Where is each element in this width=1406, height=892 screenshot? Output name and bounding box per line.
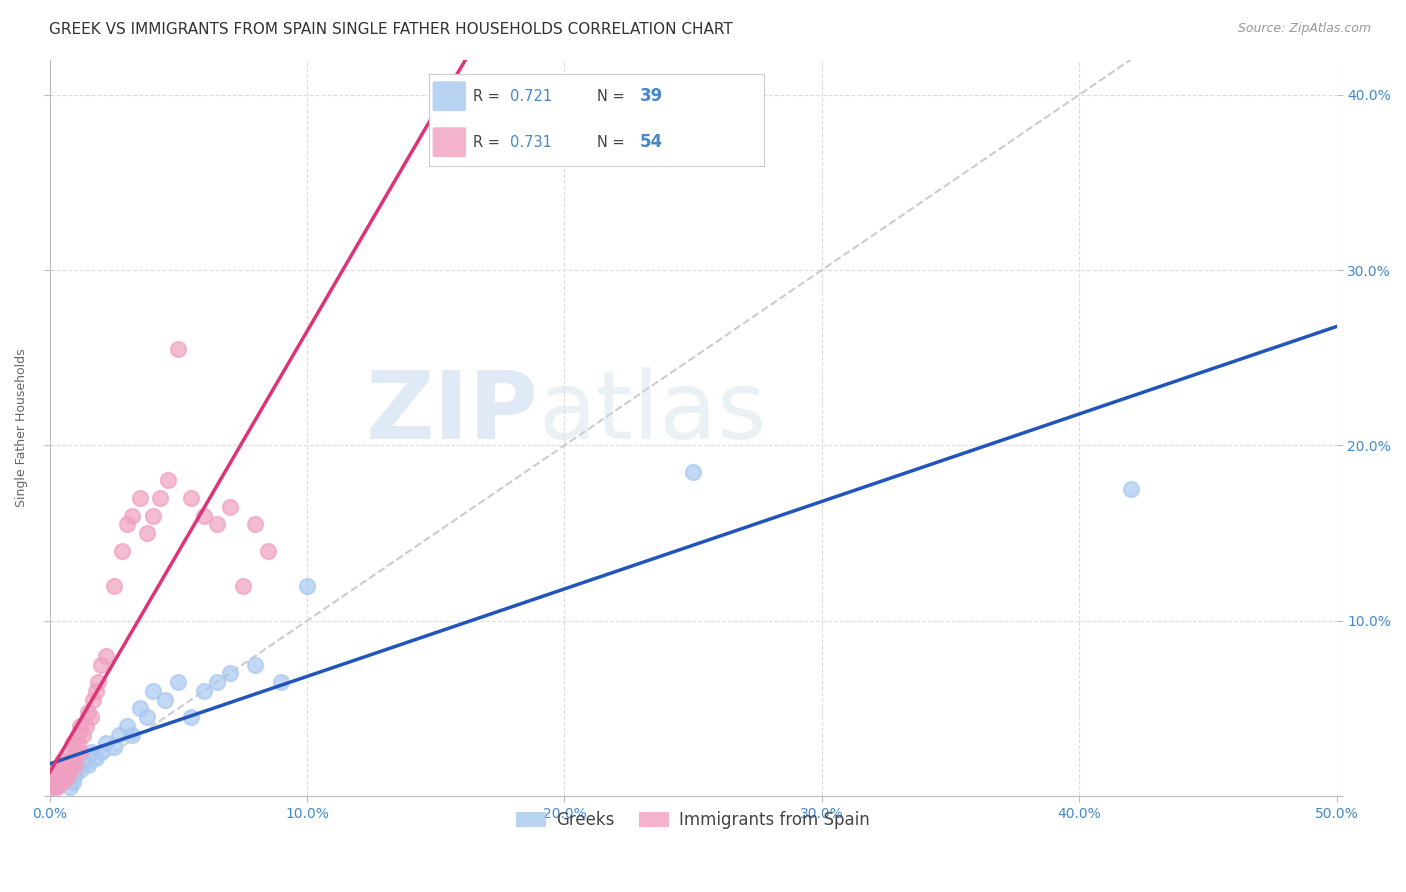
Point	[66, 737, 89, 751]
Y-axis label: Single Father Households: Single Father Households	[15, 349, 28, 508]
Point	[49, 757, 72, 772]
Point	[103, 739, 125, 754]
Point	[44, 768, 66, 782]
Point	[41, 780, 63, 795]
Point	[44, 779, 66, 793]
Point	[65, 757, 87, 772]
Point	[49, 768, 72, 782]
Point	[77, 705, 100, 719]
Point	[46, 779, 69, 793]
Point	[69, 719, 91, 733]
Point	[53, 772, 76, 786]
Point	[53, 763, 76, 777]
Point	[44, 775, 66, 789]
Point	[72, 754, 94, 768]
Point	[682, 465, 704, 479]
Point	[49, 768, 72, 782]
Point	[59, 780, 82, 795]
Point	[80, 745, 103, 759]
Point	[65, 768, 87, 782]
Point	[149, 491, 172, 505]
Point	[167, 342, 190, 356]
Point	[121, 728, 143, 742]
Point	[82, 692, 104, 706]
Point	[128, 701, 150, 715]
Point	[1119, 482, 1142, 496]
Point	[51, 754, 73, 768]
Point	[205, 675, 228, 690]
Point	[56, 757, 79, 772]
Point	[56, 768, 79, 782]
Point	[218, 500, 240, 514]
Point	[136, 710, 159, 724]
Point	[41, 775, 63, 789]
Point	[193, 508, 215, 523]
Point	[155, 692, 177, 706]
Point	[51, 773, 73, 788]
Point	[180, 491, 202, 505]
Text: ZIP: ZIP	[366, 368, 538, 459]
Point	[44, 772, 66, 786]
Point	[56, 766, 79, 780]
Point	[59, 763, 82, 777]
Point	[49, 777, 72, 791]
Point	[49, 772, 72, 786]
Point	[108, 728, 131, 742]
Point	[245, 657, 267, 672]
Point	[257, 543, 280, 558]
Point	[59, 745, 82, 759]
Point	[84, 750, 107, 764]
Point	[115, 517, 138, 532]
Point	[77, 757, 100, 772]
Point	[193, 684, 215, 698]
Point	[136, 526, 159, 541]
Point	[141, 508, 163, 523]
Point	[65, 757, 87, 772]
Point	[72, 728, 94, 742]
Point	[180, 710, 202, 724]
Point	[96, 648, 118, 663]
Point	[80, 710, 103, 724]
Point	[156, 474, 179, 488]
Point	[51, 775, 73, 789]
Point	[103, 579, 125, 593]
Text: GREEK VS IMMIGRANTS FROM SPAIN SINGLE FATHER HOUSEHOLDS CORRELATION CHART: GREEK VS IMMIGRANTS FROM SPAIN SINGLE FA…	[49, 22, 733, 37]
Point	[46, 772, 69, 786]
Point	[46, 780, 69, 795]
Point	[69, 763, 91, 777]
Point	[96, 737, 118, 751]
Point	[90, 657, 112, 672]
Point	[128, 491, 150, 505]
Point	[46, 763, 69, 777]
Point	[66, 728, 89, 742]
Point	[65, 745, 87, 759]
Point	[110, 543, 132, 558]
Legend: Greeks, Immigrants from Spain: Greeks, Immigrants from Spain	[509, 805, 877, 836]
Point	[270, 675, 292, 690]
Point	[167, 675, 190, 690]
Point	[62, 754, 84, 768]
Point	[245, 517, 267, 532]
Point	[46, 775, 69, 789]
Point	[115, 719, 138, 733]
Point	[141, 684, 163, 698]
Point	[84, 684, 107, 698]
Point	[75, 719, 97, 733]
Point	[218, 666, 240, 681]
Point	[90, 745, 112, 759]
Text: atlas: atlas	[538, 368, 766, 459]
Point	[205, 517, 228, 532]
Point	[62, 775, 84, 789]
Text: Source: ZipAtlas.com: Source: ZipAtlas.com	[1237, 22, 1371, 36]
Point	[295, 579, 318, 593]
Point	[69, 745, 91, 759]
Point	[121, 508, 143, 523]
Point	[51, 763, 73, 777]
Point	[53, 772, 76, 786]
Point	[232, 579, 254, 593]
Point	[41, 780, 63, 795]
Point	[87, 675, 110, 690]
Point	[51, 768, 73, 782]
Point	[62, 737, 84, 751]
